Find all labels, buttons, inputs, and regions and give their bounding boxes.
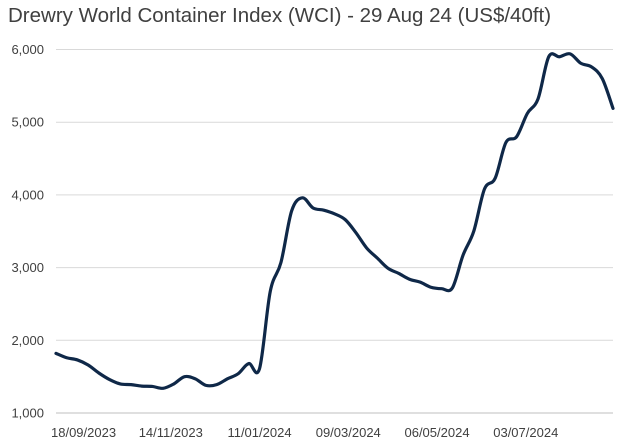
x-axis-tick-labels: 18/09/2023 14/11/2023 11/01/2024 09/03/2024… — [51, 425, 558, 440]
chart-title: Drewry World Container Index (WCI) - 29 … — [8, 4, 552, 27]
y-tick-label: 3,000 — [11, 260, 44, 275]
x-tick-label: 18/09/2023 — [51, 425, 116, 440]
series-line — [54, 52, 615, 390]
x-tick-label: 06/05/2024 — [404, 425, 469, 440]
x-tick-label: 09/03/2024 — [316, 425, 381, 440]
x-tick-label: 03/07/2024 — [493, 425, 558, 440]
y-tick-label: 1,000 — [11, 406, 44, 421]
y-tick-label: 6,000 — [11, 42, 44, 57]
gridlines — [56, 49, 613, 414]
x-tick-label: 14/11/2023 — [139, 425, 203, 440]
y-axis-tick-labels: 1,000 2,000 3,000 4,000 5,000 6,000 — [11, 42, 44, 421]
y-tick-label: 2,000 — [11, 333, 44, 348]
x-tick-label: 11/01/2024 — [227, 425, 291, 440]
y-tick-label: 5,000 — [11, 115, 44, 130]
y-tick-label: 4,000 — [11, 187, 44, 202]
